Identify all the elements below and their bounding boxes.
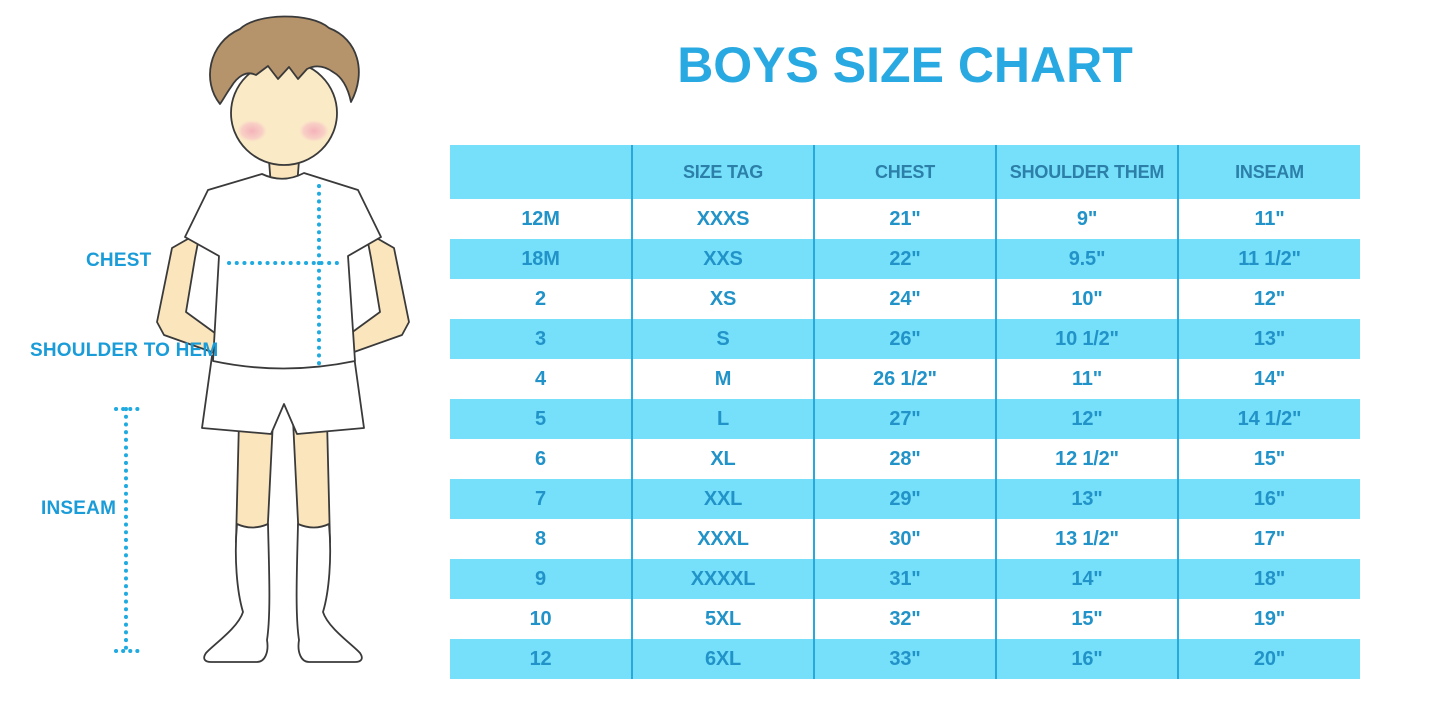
- table-cell: 12: [450, 639, 632, 679]
- table-cell: XXXXL: [631, 559, 814, 599]
- table-cell: S: [631, 319, 814, 359]
- table-cell: XXXS: [631, 199, 814, 239]
- size-table: SIZE TAG CHEST SHOULDER THEM INSEAM 12M XXXS…: [450, 145, 1360, 679]
- shoulder-to-hem-label: SHOULDER TO HEM: [30, 340, 219, 361]
- table-cell: 9": [995, 199, 1178, 239]
- table-cell: XXL: [631, 479, 814, 519]
- hair-shape: [209, 15, 360, 105]
- table-cell: 4: [450, 359, 632, 399]
- table-cell: 31": [813, 559, 996, 599]
- boy-measurement-figure: CHEST SHOULDER TO HEM INSEAM: [0, 0, 450, 723]
- table-cell: 16": [995, 639, 1178, 679]
- face-shape: [230, 60, 338, 166]
- table-cell: 9: [450, 559, 632, 599]
- table-cell: 12": [1177, 279, 1360, 319]
- table-row: 2 XS 24" 10" 12": [450, 279, 1360, 319]
- table-cell: XS: [631, 279, 814, 319]
- table-cell: L: [631, 399, 814, 439]
- size-table-header: SIZE TAG CHEST SHOULDER THEM INSEAM: [450, 145, 1360, 199]
- table-cell: 15": [995, 599, 1178, 639]
- table-cell: 11": [995, 359, 1178, 399]
- table-row: 6 XL 28" 12 1/2" 15": [450, 439, 1360, 479]
- page-title: BOYS SIZE CHART: [677, 37, 1133, 93]
- table-cell: 13": [1177, 319, 1360, 359]
- measurement-lines: [114, 184, 345, 653]
- table-cell: 26": [813, 319, 996, 359]
- table-cell: 10: [450, 599, 632, 639]
- header-cell: [450, 145, 632, 199]
- table-cell: 2: [450, 279, 632, 319]
- table-cell: 5XL: [631, 599, 814, 639]
- table-cell: 21": [813, 199, 996, 239]
- table-cell: 3: [450, 319, 632, 359]
- table-cell: 24": [813, 279, 996, 319]
- table-cell: 22": [813, 239, 996, 279]
- table-cell: 17": [1177, 519, 1360, 559]
- table-row: 12M XXXS 21" 9" 11": [450, 199, 1360, 239]
- table-cell: 19": [1177, 599, 1360, 639]
- table-cell: 20": [1177, 639, 1360, 679]
- table-cell: M: [631, 359, 814, 399]
- table-cell: XL: [631, 439, 814, 479]
- table-row: 12 6XL 33" 16" 20": [450, 639, 1360, 679]
- header-cell: SIZE TAG: [631, 145, 814, 199]
- table-cell: 27": [813, 399, 996, 439]
- table-cell: 6XL: [631, 639, 814, 679]
- header-row: SIZE TAG CHEST SHOULDER THEM INSEAM: [450, 145, 1360, 199]
- table-row: 5 L 27" 12" 14 1/2": [450, 399, 1360, 439]
- table-cell: XXS: [631, 239, 814, 279]
- table-cell: 12M: [450, 199, 632, 239]
- table-cell: 13": [995, 479, 1178, 519]
- size-table-body: 12M XXXS 21" 9" 11" 18M XXS 22" 9.5" 11 1/2" 2 XS 24…: [450, 199, 1360, 679]
- table-row: 9 XXXXL 31" 14" 18": [450, 559, 1360, 599]
- table-cell: 29": [813, 479, 996, 519]
- table-cell: 11 1/2": [1177, 239, 1360, 279]
- table-cell: 8: [450, 519, 632, 559]
- table-cell: 12": [995, 399, 1178, 439]
- table-row: 18M XXS 22" 9.5" 11 1/2": [450, 239, 1360, 279]
- table-cell: 13 1/2": [995, 519, 1178, 559]
- chest-label: CHEST: [86, 250, 152, 271]
- table-cell: 5: [450, 399, 632, 439]
- table-row: 3 S 26" 10 1/2" 13": [450, 319, 1360, 359]
- right-sock-shape: [295, 523, 363, 663]
- table-cell: 14": [995, 559, 1178, 599]
- table-cell: 6: [450, 439, 632, 479]
- header-cell: SHOULDER THEM: [995, 145, 1178, 199]
- inseam-label: INSEAM: [41, 498, 117, 519]
- right-cheek: [299, 120, 329, 142]
- table-cell: 28": [813, 439, 996, 479]
- table-cell: 14": [1177, 359, 1360, 399]
- table-row: 7 XXL 29" 13" 16": [450, 479, 1360, 519]
- table-cell: 15": [1177, 439, 1360, 479]
- shorts-shape: [201, 355, 365, 435]
- table-cell: 33": [813, 639, 996, 679]
- table-row: 4 M 26 1/2" 11" 14": [450, 359, 1360, 399]
- table-cell: 10": [995, 279, 1178, 319]
- table-cell: 14 1/2": [1177, 399, 1360, 439]
- table-cell: 30": [813, 519, 996, 559]
- table-cell: 26 1/2": [813, 359, 996, 399]
- table-cell: 18": [1177, 559, 1360, 599]
- table-cell: 16": [1177, 479, 1360, 519]
- left-cheek: [237, 120, 267, 142]
- table-cell: 32": [813, 599, 996, 639]
- header-cell: CHEST: [813, 145, 996, 199]
- table-row: 10 5XL 32" 15" 19": [450, 599, 1360, 639]
- table-cell: XXXL: [631, 519, 814, 559]
- table-cell: 9.5": [995, 239, 1178, 279]
- table-cell: 7: [450, 479, 632, 519]
- table-cell: 12 1/2": [995, 439, 1178, 479]
- table-cell: 18M: [450, 239, 632, 279]
- table-row: 8 XXXL 30" 13 1/2" 17": [450, 519, 1360, 559]
- tshirt-shape: [184, 172, 382, 370]
- boy-illustration: [114, 15, 410, 663]
- table-cell: 10 1/2": [995, 319, 1178, 359]
- table-cell: 11": [1177, 199, 1360, 239]
- header-cell: INSEAM: [1177, 145, 1360, 199]
- left-sock-shape: [203, 523, 271, 663]
